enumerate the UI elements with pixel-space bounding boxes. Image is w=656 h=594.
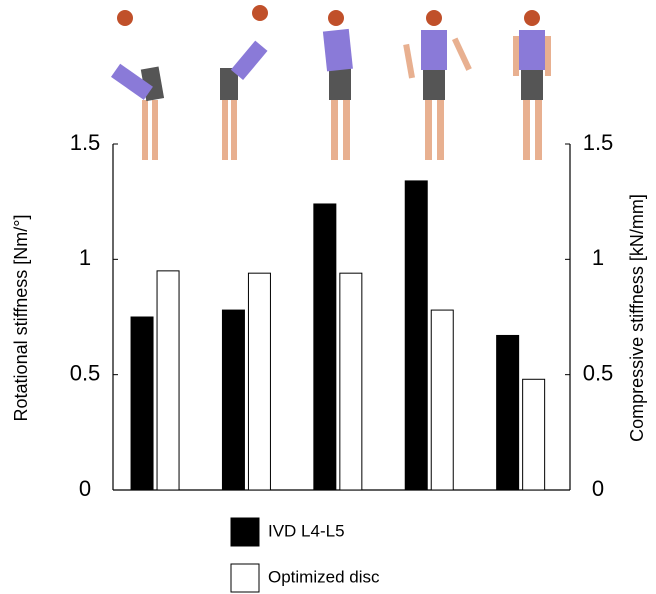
y-tick-label: 0 xyxy=(79,476,91,501)
legend-swatch xyxy=(231,518,259,546)
bar xyxy=(222,310,244,490)
legend-label: IVD L4-L5 xyxy=(268,521,345,540)
bar xyxy=(131,317,153,490)
bar xyxy=(314,204,336,490)
y-tick-label: 0.5 xyxy=(70,360,101,385)
chart: Rotational stiffness [Nm/°] Compressive … xyxy=(0,0,656,594)
bar xyxy=(157,271,179,490)
legend-label: Optimized disc xyxy=(268,567,380,586)
y2-axis-label: Compressive stiffness [kN/mm] xyxy=(627,194,647,442)
y2-tick-label: 1.5 xyxy=(583,130,614,155)
bar xyxy=(523,379,545,490)
y2-tick-label: 0.5 xyxy=(583,360,614,385)
y-tick-label: 1 xyxy=(79,245,91,270)
bar xyxy=(497,335,519,490)
poses xyxy=(111,5,551,160)
y-axis-label: Rotational stiffness [Nm/°] xyxy=(11,215,31,422)
y2-tick-label: 1 xyxy=(592,245,604,270)
bar xyxy=(340,273,362,490)
y-tick-label: 1.5 xyxy=(70,130,101,155)
legend-swatch xyxy=(231,564,259,592)
bar xyxy=(431,310,453,490)
y2-tick-label: 0 xyxy=(592,476,604,501)
bar xyxy=(248,273,270,490)
bar xyxy=(405,181,427,490)
